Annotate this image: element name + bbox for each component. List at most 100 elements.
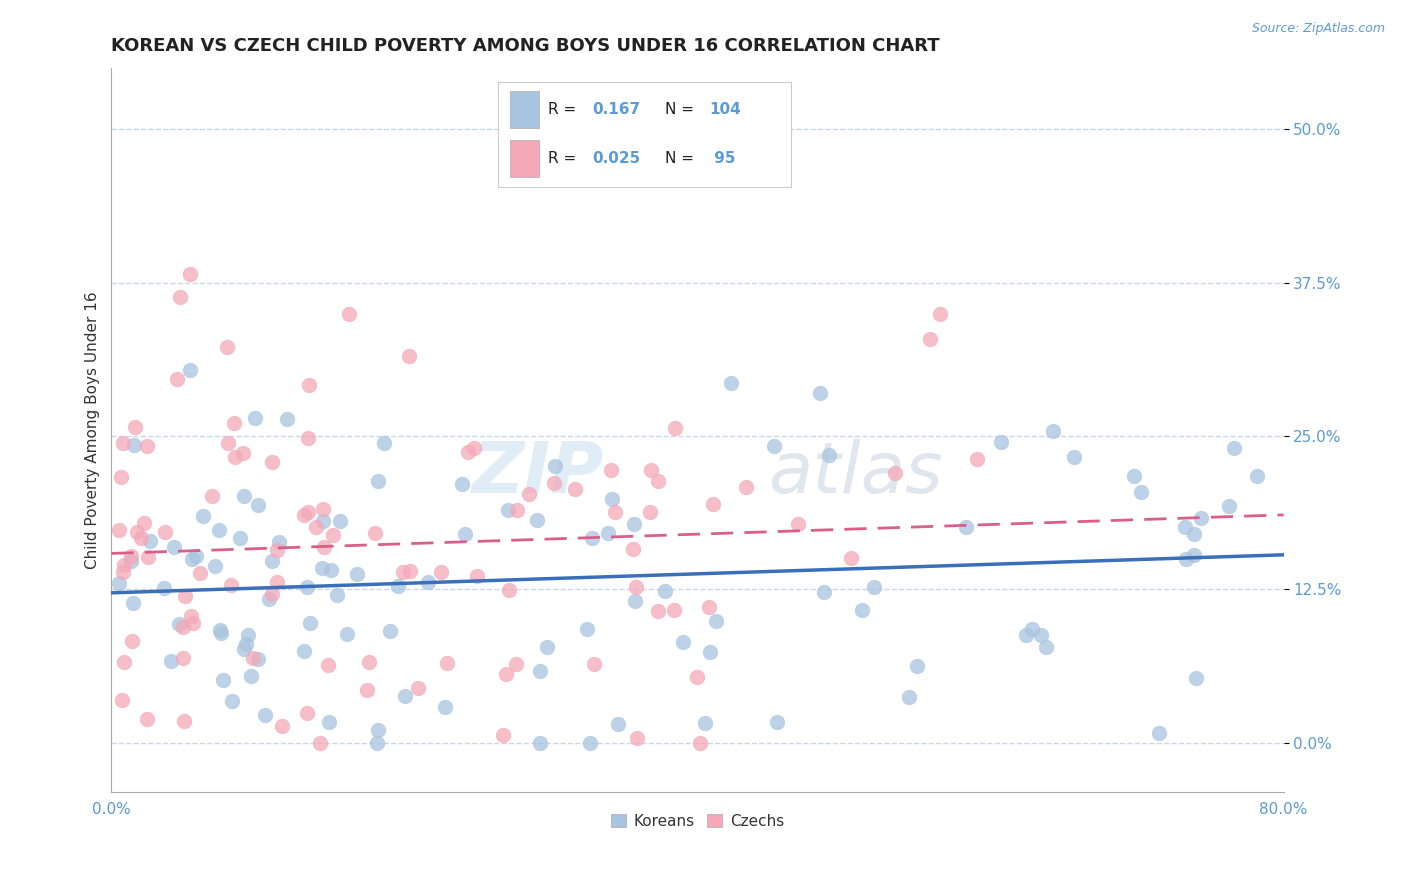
Point: [884, 467, 907, 481]
Point: [1189, 511, 1212, 525]
Point: [640, 462, 662, 476]
Point: [672, 635, 695, 649]
Point: [1175, 552, 1198, 566]
Text: ZIP: ZIP: [471, 439, 603, 508]
Point: [624, 593, 647, 607]
Point: [207, 523, 229, 537]
Point: [325, 589, 347, 603]
Point: [394, 690, 416, 704]
Point: [1149, 725, 1171, 739]
Text: KOREAN VS CZECH CHILD POVERTY AMONG BOYS UNDER 16 CORRELATION CHART: KOREAN VS CZECH CHILD POVERTY AMONG BOYS…: [111, 37, 941, 55]
Point: [136, 550, 159, 565]
Point: [564, 482, 586, 496]
Point: [928, 307, 950, 321]
Point: [312, 501, 335, 516]
Point: [204, 558, 226, 573]
Point: [579, 736, 602, 750]
Point: [232, 642, 254, 657]
Point: [1218, 499, 1240, 513]
Point: [1174, 520, 1197, 534]
Legend: Koreans, Czechs: Koreans, Czechs: [605, 808, 790, 835]
Point: [112, 655, 135, 669]
Point: [111, 566, 134, 580]
Point: [575, 622, 598, 636]
Point: [305, 520, 328, 534]
Point: [233, 489, 256, 503]
Point: [506, 503, 529, 517]
Point: [686, 670, 709, 684]
Point: [346, 566, 368, 581]
Point: [298, 377, 321, 392]
Point: [193, 509, 215, 524]
Point: [596, 526, 619, 541]
Y-axis label: Child Poverty Among Boys Under 16: Child Poverty Among Boys Under 16: [86, 291, 100, 569]
Point: [121, 597, 143, 611]
Point: [120, 554, 142, 568]
Point: [605, 506, 627, 520]
Point: [536, 640, 558, 654]
Point: [184, 549, 207, 563]
Point: [704, 614, 727, 628]
Point: [190, 566, 212, 580]
Point: [235, 637, 257, 651]
Point: [1246, 469, 1268, 483]
Point: [863, 580, 886, 594]
Point: [266, 543, 288, 558]
Point: [544, 459, 567, 474]
Point: [221, 693, 243, 707]
Point: [735, 479, 758, 493]
Point: [583, 657, 606, 671]
Point: [295, 706, 318, 720]
Point: [367, 474, 389, 488]
Point: [505, 657, 527, 671]
Point: [1063, 450, 1085, 464]
Point: [222, 416, 245, 430]
Point: [416, 574, 439, 589]
Point: [526, 513, 548, 527]
Point: [172, 651, 194, 665]
Point: [697, 599, 720, 614]
Point: [245, 410, 267, 425]
Point: [322, 528, 344, 542]
Point: [308, 736, 330, 750]
Point: [851, 603, 873, 617]
Point: [689, 736, 711, 750]
Point: [408, 681, 430, 696]
Point: [292, 644, 315, 658]
Point: [600, 491, 623, 506]
Point: [1015, 628, 1038, 642]
Point: [121, 549, 143, 564]
Point: [125, 525, 148, 540]
Point: [336, 627, 359, 641]
Point: [1035, 640, 1057, 654]
Point: [434, 699, 457, 714]
Point: [297, 431, 319, 445]
Point: [702, 497, 724, 511]
Point: [169, 290, 191, 304]
Point: [918, 332, 941, 346]
Point: [181, 551, 204, 566]
Point: [111, 436, 134, 450]
Point: [166, 372, 188, 386]
Point: [1021, 622, 1043, 636]
Point: [359, 655, 381, 669]
Point: [813, 585, 835, 599]
Point: [839, 551, 862, 566]
Point: [363, 525, 385, 540]
Point: [529, 664, 551, 678]
Point: [219, 578, 242, 592]
Point: [654, 584, 676, 599]
Point: [276, 412, 298, 426]
Point: [693, 716, 716, 731]
Point: [1182, 527, 1205, 541]
Point: [1129, 485, 1152, 500]
Point: [314, 540, 336, 554]
Point: [297, 505, 319, 519]
Point: [215, 341, 238, 355]
Point: [135, 439, 157, 453]
Point: [139, 533, 162, 548]
Point: [232, 446, 254, 460]
Point: [463, 441, 485, 455]
Point: [378, 624, 401, 638]
Point: [316, 658, 339, 673]
